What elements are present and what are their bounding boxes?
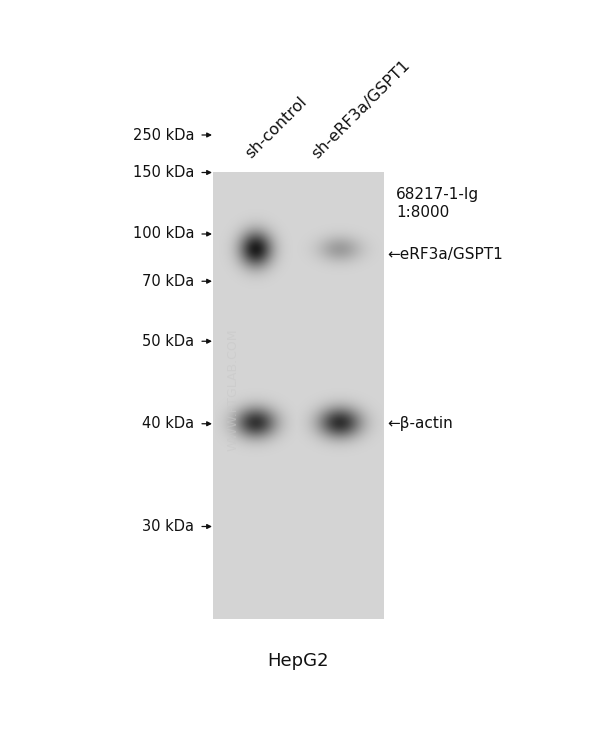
Text: ←eRF3a/GSPT1: ←eRF3a/GSPT1 [387,248,503,262]
Text: 70 kDa: 70 kDa [142,274,194,289]
Text: 40 kDa: 40 kDa [142,416,194,431]
Text: 250 kDa: 250 kDa [133,128,194,142]
Text: ←β-actin: ←β-actin [387,416,453,431]
Text: 30 kDa: 30 kDa [142,519,194,534]
Text: WWW.PTGLAB.COM: WWW.PTGLAB.COM [226,328,239,452]
Text: HepG2: HepG2 [268,652,329,670]
Text: 150 kDa: 150 kDa [133,165,194,180]
Text: sh-control: sh-control [243,94,310,161]
Text: 50 kDa: 50 kDa [142,334,194,349]
Text: 68217-1-Ig
1:8000: 68217-1-Ig 1:8000 [396,188,479,220]
Text: sh-eRF3a/GSPT1: sh-eRF3a/GSPT1 [309,57,413,161]
Text: 100 kDa: 100 kDa [133,226,194,242]
